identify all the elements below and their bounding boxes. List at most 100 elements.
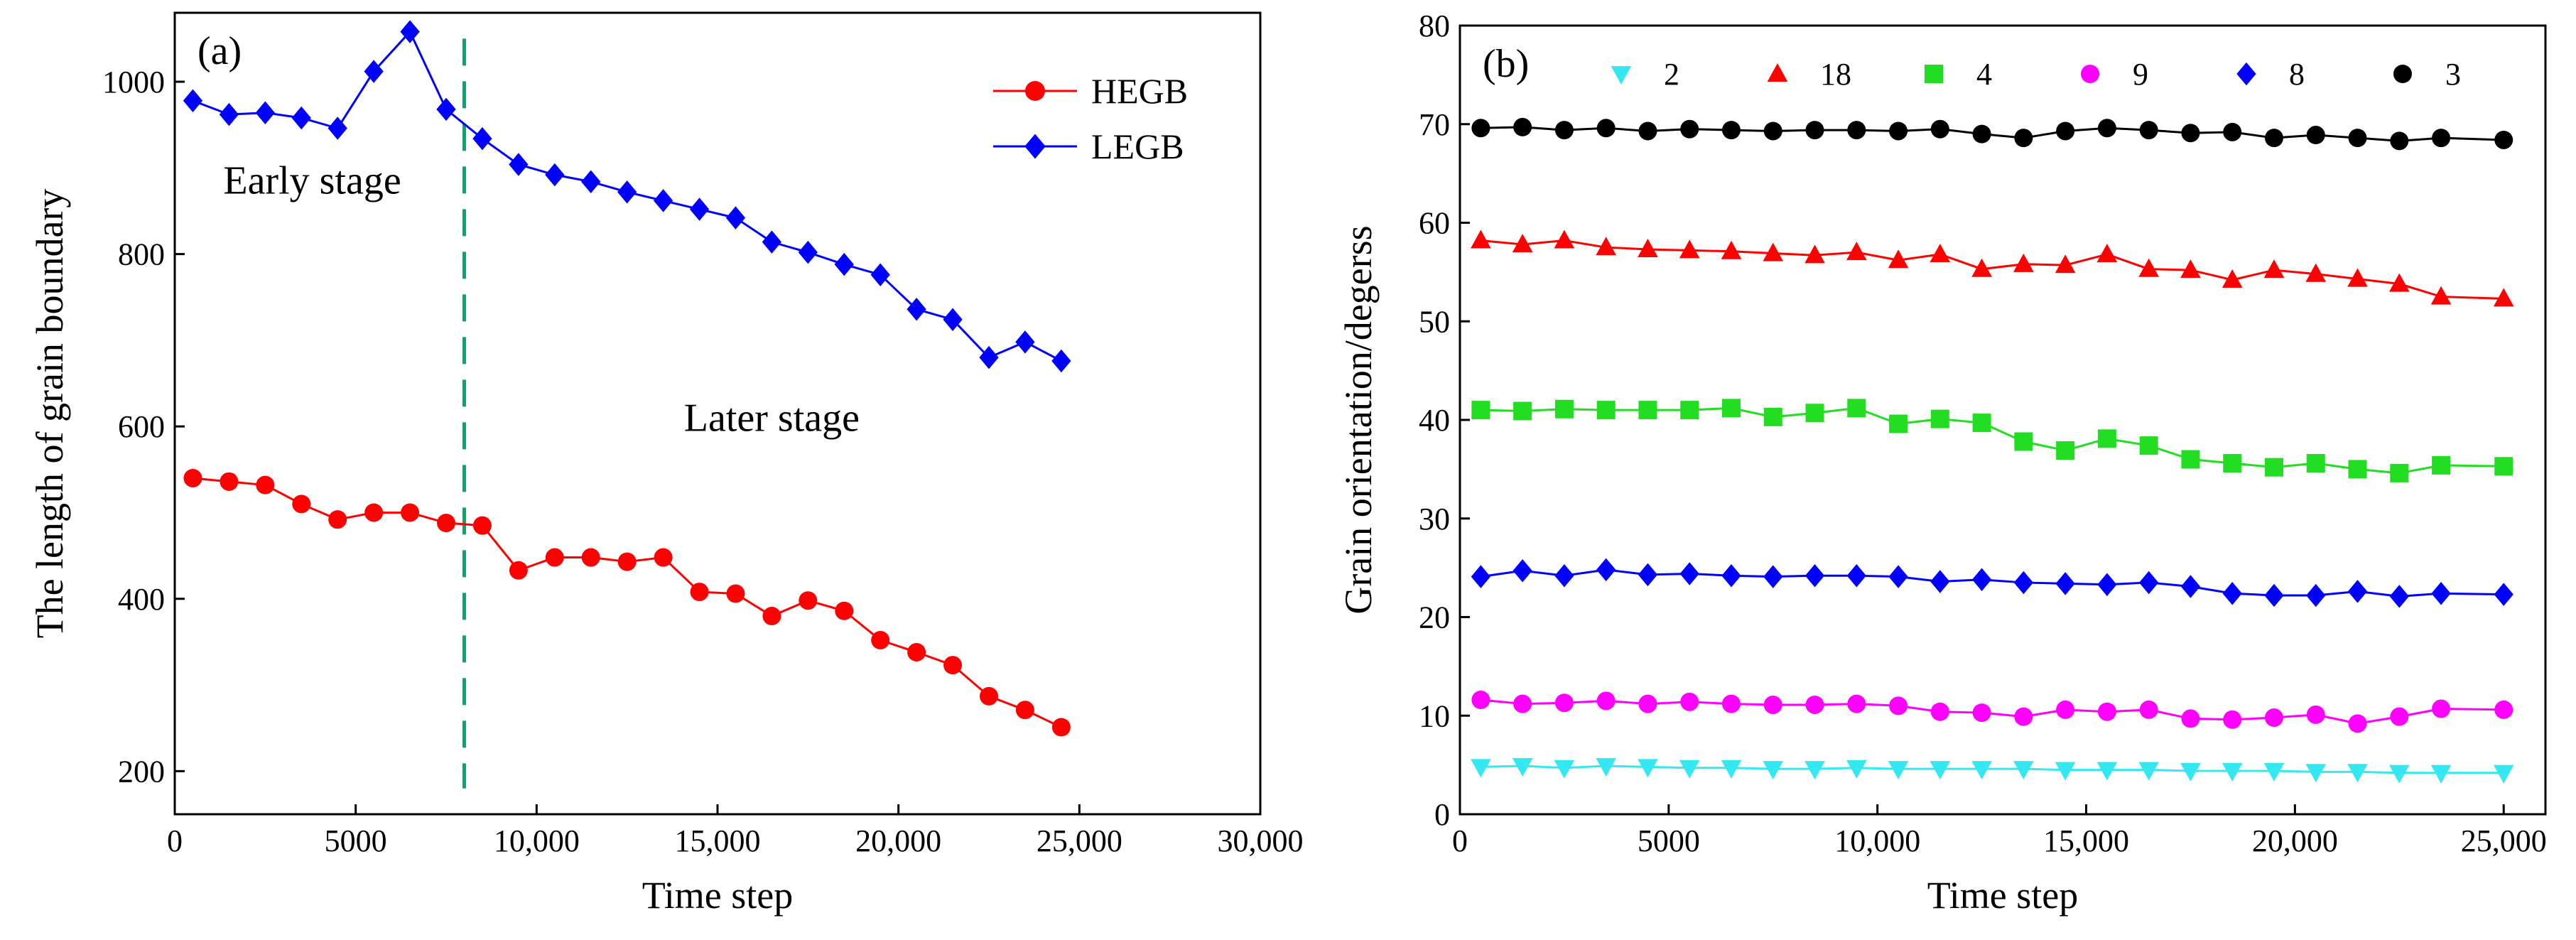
- x-tick-label: 5000: [1638, 823, 1700, 858]
- legend-marker-HEGB: [1025, 81, 1045, 101]
- data-point-3: [2390, 131, 2409, 151]
- data-point-8: [2431, 581, 2451, 605]
- series-8: [1471, 558, 2513, 608]
- series-9: [1471, 691, 2513, 733]
- data-point-8: [2055, 572, 2075, 595]
- series-3: [1471, 117, 2513, 151]
- data-point-18: [2013, 253, 2034, 272]
- x-tick-label: 15,000: [2043, 823, 2129, 858]
- data-point-LEGB: [219, 102, 239, 126]
- y-tick-label: 10: [1419, 698, 1450, 733]
- data-point-8: [1763, 565, 1783, 588]
- data-point-LEGB: [907, 297, 926, 321]
- data-point-4: [1763, 407, 1782, 426]
- data-point-9: [1972, 703, 1991, 723]
- data-point-2: [1638, 759, 1658, 778]
- y-tick-label: 0: [1434, 797, 1450, 832]
- series-HEGB: [183, 468, 1071, 737]
- y-tick-label: 20: [1419, 600, 1450, 635]
- data-point-8: [1888, 565, 1908, 588]
- series-18: [1471, 229, 2514, 307]
- data-point-9: [2223, 710, 2242, 729]
- data-point-8: [1679, 562, 1699, 585]
- data-point-9: [1554, 693, 1574, 713]
- data-point-HEGB: [907, 642, 926, 661]
- data-point-8: [1930, 570, 1950, 593]
- data-point-8: [2347, 580, 2368, 603]
- data-point-HEGB: [472, 516, 492, 535]
- data-point-4: [2494, 457, 2513, 476]
- data-point-9: [2432, 699, 2451, 718]
- data-point-3: [1930, 119, 1949, 139]
- data-point-8: [2139, 571, 2159, 595]
- data-point-2: [2347, 764, 2368, 783]
- data-point-2: [1679, 760, 1700, 779]
- data-point-18: [1512, 234, 1533, 253]
- legend-marker-2: [1611, 65, 1632, 85]
- data-point-2: [2180, 762, 2201, 782]
- legend-label-9: 9: [2133, 57, 2148, 92]
- data-point-8: [2494, 583, 2513, 606]
- data-point-LEGB: [979, 345, 999, 369]
- data-point-HEGB: [943, 656, 963, 675]
- legend-marker-9: [2081, 65, 2099, 83]
- panel-a-annotation-later: Later stage: [684, 396, 860, 440]
- legend-marker-8: [2236, 62, 2256, 86]
- data-point-2: [2263, 762, 2285, 782]
- data-point-HEGB: [256, 475, 275, 495]
- data-point-3: [1972, 124, 1991, 144]
- data-point-8: [2264, 583, 2284, 607]
- data-point-LEGB: [1051, 349, 1071, 373]
- data-point-4: [2014, 432, 2033, 451]
- y-tick-label: 800: [118, 237, 165, 272]
- x-tick-label: 25,000: [1037, 823, 1122, 858]
- data-point-LEGB: [798, 240, 818, 264]
- data-point-HEGB: [762, 607, 781, 626]
- data-point-3: [1513, 117, 1532, 136]
- data-point-8: [2389, 585, 2409, 608]
- data-point-LEGB: [328, 117, 347, 140]
- data-point-LEGB: [943, 308, 963, 332]
- data-point-HEGB: [545, 548, 564, 567]
- data-point-18: [2430, 286, 2452, 305]
- data-point-HEGB: [183, 468, 202, 487]
- series-LEGB: [183, 20, 1071, 373]
- legend-label-8: 8: [2289, 57, 2305, 92]
- panel-b-label: (b): [1483, 42, 1529, 86]
- data-point-3: [1763, 121, 1782, 141]
- data-point-18: [1804, 244, 1825, 264]
- data-point-4: [2181, 450, 2200, 469]
- x-tick-label: 0: [1452, 823, 1468, 858]
- data-point-HEGB: [654, 548, 673, 567]
- data-point-9: [1638, 694, 1657, 713]
- panel-a-chart: (a) Time step The length of grain bounda…: [28, 11, 1304, 917]
- panel-a-ticks: 0 5000 10,000 15,000 20,000 25,000 30,000 200 40…: [102, 65, 1304, 858]
- data-point-4: [1805, 404, 1824, 423]
- data-point-9: [2097, 702, 2116, 721]
- data-point-HEGB: [1015, 701, 1034, 720]
- data-point-4: [2390, 463, 2409, 482]
- data-point-9: [2306, 705, 2325, 724]
- legend-label-HEGB: HEGB: [1091, 71, 1188, 111]
- data-point-3: [2348, 129, 2367, 148]
- data-point-HEGB: [292, 495, 311, 514]
- legend-entry-LEGB: LEGB: [993, 126, 1184, 166]
- data-point-18: [2180, 259, 2201, 279]
- data-point-3: [2056, 121, 2075, 141]
- data-point-18: [2096, 243, 2118, 262]
- data-point-4: [2056, 441, 2075, 460]
- data-point-4: [1513, 401, 1532, 421]
- data-point-8: [2222, 581, 2242, 605]
- data-point-18: [1721, 240, 1742, 259]
- y-tick-label: 600: [118, 409, 165, 444]
- data-point-3: [1471, 119, 1490, 138]
- data-point-4: [1596, 401, 1616, 420]
- data-point-4: [1722, 399, 1741, 418]
- data-point-9: [2056, 700, 2075, 719]
- data-point-18: [1471, 229, 1491, 249]
- data-point-18: [1971, 258, 1992, 277]
- data-point-8: [1804, 563, 1825, 588]
- data-point-8: [1971, 568, 1992, 592]
- data-point-LEGB: [725, 206, 746, 229]
- data-point-HEGB: [581, 548, 600, 567]
